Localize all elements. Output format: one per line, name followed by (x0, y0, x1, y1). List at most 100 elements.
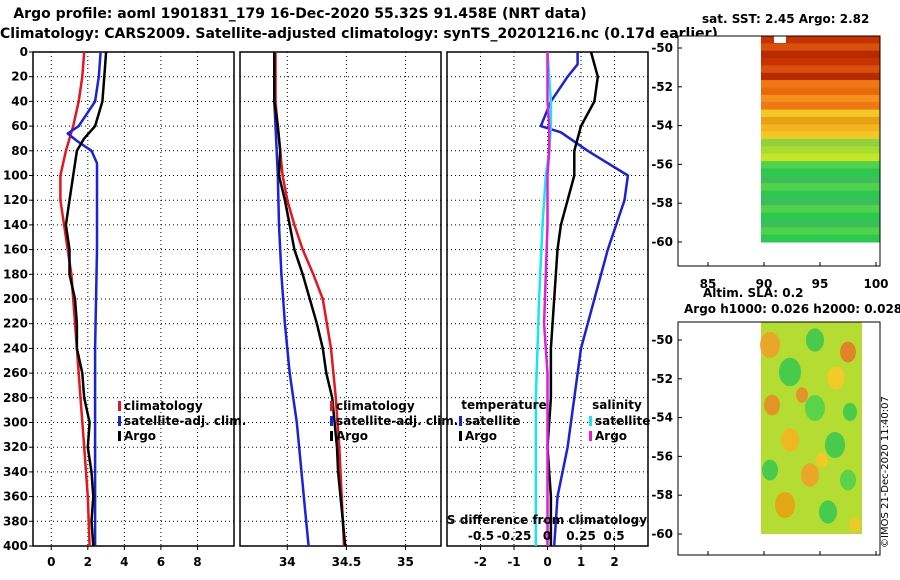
sst-cell (872, 205, 881, 214)
sst-cell (842, 50, 851, 59)
sst-cell (865, 50, 873, 59)
sst-cell (783, 146, 792, 155)
sst-cell (813, 109, 821, 118)
sst-cell (857, 72, 866, 81)
sla-blob-1 (806, 328, 824, 352)
depth-tick-label-5: 100 (3, 169, 28, 183)
sst-cell (783, 197, 792, 206)
sst-cell (768, 227, 777, 236)
sst-cell (850, 183, 859, 191)
sst-cell (850, 124, 859, 133)
sst-cell (850, 153, 859, 162)
depth-tick-label-18: 360 (3, 490, 28, 504)
sst-cell (865, 168, 873, 177)
sst-cell (790, 80, 799, 88)
sst-cell (768, 212, 777, 221)
sst-cell (761, 43, 769, 52)
sst-cell (775, 227, 784, 236)
sst-cell (820, 72, 829, 81)
sst-cell (850, 109, 859, 118)
sst-cell (761, 197, 769, 206)
xtick-label-0-0: 0 (47, 555, 55, 569)
depth-tick-label-1: 20 (11, 70, 28, 84)
sst-cell (827, 58, 836, 66)
sst-cell (798, 65, 807, 74)
sst-cell (842, 183, 851, 191)
sst-cell (842, 87, 851, 96)
sst-cell (835, 139, 844, 147)
sst-cell (798, 212, 807, 221)
sst-cell (857, 212, 866, 221)
sst-cell (850, 205, 859, 214)
sla-title-1: Altim. SLA: 0.2 (703, 286, 804, 300)
series-line-0-0 (59, 51, 91, 547)
depth-tick-label-17: 340 (3, 465, 28, 479)
xtick-label-0-4: 8 (193, 555, 201, 569)
sst-cell (805, 131, 814, 140)
depth-tick-label-4: 80 (11, 144, 28, 158)
sst-cell (842, 36, 851, 44)
sst-cell (790, 168, 799, 177)
sst-cell (872, 65, 881, 74)
sla-blob-3 (779, 357, 801, 387)
sst-cell (872, 175, 881, 184)
series-line-2-0 (539, 52, 630, 547)
sla-ytick-label-0: -50 (651, 333, 673, 347)
sst-cell (842, 131, 851, 140)
sst-cell (783, 205, 792, 214)
sst-cell (857, 50, 866, 59)
sst-cell (857, 227, 866, 236)
sst-cell (872, 116, 881, 125)
sst-cell (775, 124, 784, 133)
sst-cell (835, 153, 844, 162)
sst-cell (783, 183, 792, 191)
sst-cell (835, 72, 844, 81)
sst-cell (805, 87, 814, 96)
sst-cell (872, 161, 881, 169)
sst-cell (820, 190, 829, 199)
sst-cell (775, 80, 784, 88)
sst-cell (768, 50, 777, 59)
sst-cell (820, 50, 829, 59)
sst-cell (813, 183, 821, 191)
sst-cell (827, 234, 836, 243)
sst-cell (865, 116, 873, 125)
sst-cell (820, 102, 829, 111)
sla-blob-7 (843, 402, 857, 422)
sst-cell (783, 58, 792, 66)
sst-cell (865, 43, 873, 52)
sst-cell (775, 234, 784, 243)
sst-cell (835, 190, 844, 199)
sst-xtick-label-0: 85 (700, 277, 717, 291)
sst-cell (842, 175, 851, 184)
sst-cell (761, 175, 769, 184)
sst-cell (820, 168, 829, 177)
legend-title-temperature: temperature (461, 398, 546, 412)
sst-cell (842, 190, 851, 199)
sst-cell (775, 58, 784, 66)
sst-cell (790, 65, 799, 74)
sst-cell (790, 72, 799, 81)
xtick-label-1-2: 35 (397, 555, 414, 569)
sst-cell (865, 131, 873, 140)
sst-cell (775, 72, 784, 81)
secondary-tick-label-1: -0.25 (497, 529, 532, 543)
sst-cell (761, 161, 769, 169)
xtick-label-2-1: -1 (507, 555, 520, 569)
sst-cell (783, 43, 792, 52)
sst-cell (865, 65, 873, 74)
sst-cell (790, 124, 799, 133)
sst-cell (857, 36, 866, 44)
sst-cell (850, 219, 859, 228)
xtick-label-2-2: 0 (543, 555, 551, 569)
sst-cell (842, 94, 851, 103)
sst-cell (775, 161, 784, 169)
sst-cell (783, 109, 792, 118)
sst-cell (872, 227, 881, 236)
sst-cell (798, 109, 807, 118)
sst-cell (783, 80, 792, 88)
sst-cell (850, 80, 859, 88)
sst-cell (872, 146, 881, 155)
sst-cell (827, 109, 836, 118)
sla-blob-5 (764, 394, 780, 416)
